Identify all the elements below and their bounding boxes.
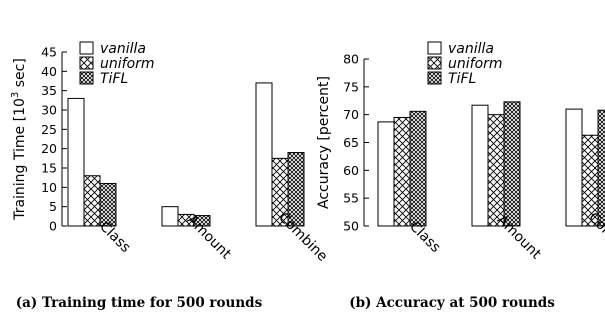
y-tick-label: 50 [343, 219, 359, 234]
y-tick-label: 15 [41, 161, 57, 176]
y-tick-label: 65 [343, 135, 359, 150]
bar-TiFL-amount [193, 215, 211, 227]
y-tick-label: 80 [343, 52, 359, 67]
legend-swatch-uniform [79, 56, 94, 70]
bar-vanilla-combine [565, 108, 583, 227]
y-tick-label: 30 [41, 103, 57, 118]
y-tick-label: 5 [49, 199, 57, 214]
bar-TiFL-amount [503, 101, 521, 227]
bar-vanilla-amount [161, 206, 179, 227]
bar-uniform-amount [487, 114, 505, 227]
training-time-chart: Class Amount Combine051015202530354045Trai… [10, 41, 330, 311]
bar-vanilla-class [67, 97, 85, 227]
y-axis-label: Training Time [103 sec] [10, 58, 28, 221]
y-tick-label: 75 [343, 79, 359, 94]
y-tick-label: 55 [343, 191, 359, 206]
y-tick-label: 25 [41, 122, 57, 137]
figure-caption: (a) Training time for 500 rounds [16, 295, 263, 311]
y-tick-label: 35 [41, 83, 57, 98]
legend-label-uniform: uniform [100, 56, 155, 72]
bar-uniform-class [83, 175, 101, 227]
y-axis-label: Accuracy [percent] [316, 76, 332, 209]
accuracy-chart: Class Amount Combine50556065707580Accuracy… [316, 41, 605, 311]
legend-label-TiFL: TiFL [100, 71, 128, 87]
bar-TiFL-combine [597, 109, 605, 227]
y-tick-label: 0 [49, 219, 57, 234]
y-tick-label: 45 [41, 45, 57, 60]
bar-TiFL-class [409, 110, 427, 227]
bar-vanilla-class [377, 121, 395, 227]
y-tick-label: 40 [41, 64, 57, 79]
y-tick-label: 20 [41, 141, 57, 156]
legend-swatch-TiFL [427, 71, 442, 85]
bar-vanilla-amount [471, 104, 489, 227]
legend-label-TiFL: TiFL [448, 71, 476, 87]
legend-swatch-vanilla [79, 41, 94, 55]
bar-TiFL-class [99, 182, 117, 227]
category-label-combine: Combine [585, 210, 605, 265]
y-tick-label: 60 [343, 163, 359, 178]
y-axis-label-superscript: 3 [10, 92, 21, 98]
bar-uniform-class [393, 116, 411, 227]
y-axis-label-main: Training Time [10 [12, 98, 28, 221]
legend-swatch-TiFL [79, 71, 94, 85]
y-tick-label: 70 [343, 107, 359, 122]
legend-label-vanilla: vanilla [100, 41, 146, 57]
y-axis-label-unit: sec] [12, 58, 28, 92]
legend-label-vanilla: vanilla [448, 41, 494, 57]
bar-TiFL-combine [287, 152, 305, 227]
legend-label-uniform: uniform [448, 56, 503, 72]
legend-swatch-vanilla [427, 41, 442, 55]
legend-swatch-uniform [427, 56, 442, 70]
y-tick-label: 10 [41, 180, 57, 195]
figure-caption: (b) Accuracy at 500 rounds [349, 295, 555, 311]
y-axis-label-main: Accuracy [percent] [316, 76, 332, 209]
bar-vanilla-combine [255, 82, 273, 227]
